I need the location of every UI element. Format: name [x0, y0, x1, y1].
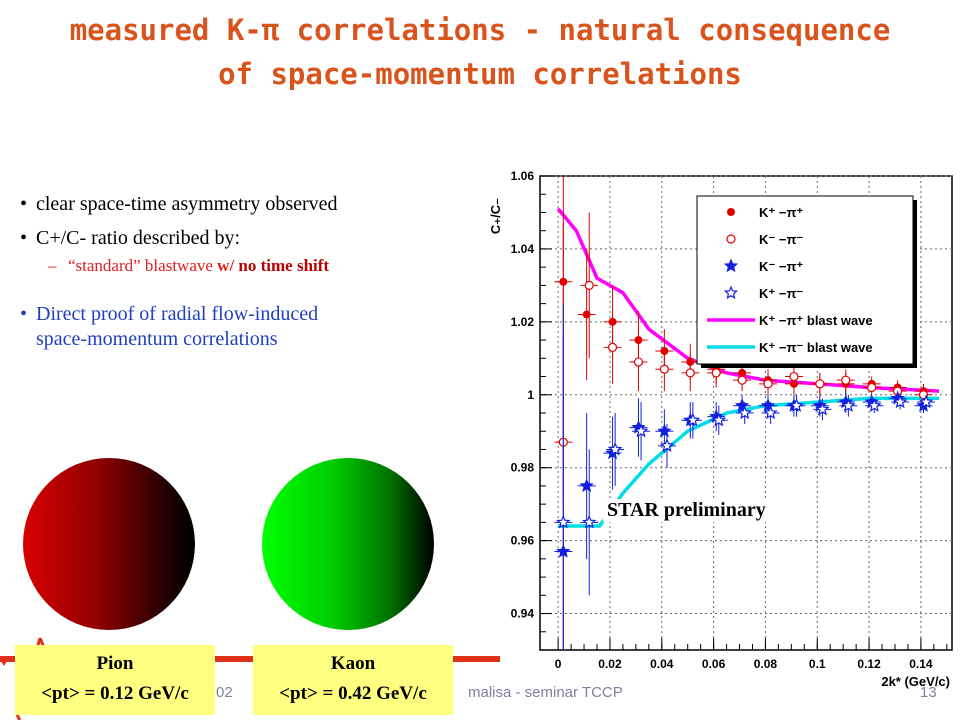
data-point	[841, 375, 851, 385]
kaon-label-box: Kaon <pt> = 0.42 GeV/c	[253, 645, 453, 715]
slide-title: measured K-π correlations - natural cons…	[0, 8, 960, 96]
data-point	[815, 401, 830, 416]
bullet-ratio: C+/C- ratio described by:	[20, 226, 460, 251]
data-point	[711, 368, 721, 378]
legend-swatch	[727, 208, 735, 216]
data-point	[685, 368, 695, 378]
x-tick-label: 0.1	[809, 657, 826, 671]
data-point	[659, 364, 669, 374]
legend-box	[696, 195, 914, 365]
star-preliminary-label: STAR preliminary	[603, 499, 770, 522]
pion-sphere-image	[23, 458, 195, 630]
data-point	[657, 423, 672, 438]
data-point	[711, 412, 726, 427]
data-point	[789, 398, 804, 412]
y-tick-label: 1.04	[511, 242, 535, 256]
y-tick-label: 1	[527, 388, 534, 402]
pion-label-box: Pion <pt> = 0.12 GeV/c	[15, 645, 215, 715]
legend-label: K⁻ −π⁻	[759, 232, 803, 247]
legend-label: K⁺ −π⁻	[759, 286, 803, 301]
pion-label-pt: <pt> = 0.12 GeV/c	[41, 683, 189, 704]
data-point	[685, 412, 701, 427]
legend-swatch	[723, 285, 739, 300]
legend-label: K⁺ −π⁺	[759, 205, 803, 220]
x-tick-label: 0.14	[909, 657, 933, 671]
data-point	[841, 398, 856, 412]
legend-label: K⁺ −π⁺ blast wave	[759, 313, 873, 328]
y-tick-label: 0.98	[511, 461, 535, 475]
pion-label-name: Pion	[96, 653, 134, 674]
kaon-sphere-image	[262, 458, 434, 630]
sub-bullet-prefix: “standard” blastwave	[68, 256, 218, 275]
data-point	[815, 379, 825, 389]
title-line-1: measured K-π correlations - natural cons…	[69, 13, 891, 47]
x-tick-label: 0.12	[857, 657, 881, 671]
data-point	[763, 379, 773, 389]
x-axis-title: 2k* (GeV/c)	[881, 674, 950, 689]
x-tick-label: 0.06	[702, 657, 726, 671]
kaon-label-pt: <pt> = 0.42 GeV/c	[279, 683, 427, 704]
data-point	[607, 441, 623, 456]
y-tick-label: 1.06	[511, 169, 535, 183]
y-axis-title: C₊/C₋	[488, 198, 503, 234]
data-point	[867, 398, 882, 412]
footer-date-fragment: 02	[216, 684, 233, 701]
data-point	[659, 438, 675, 452]
data-point	[581, 514, 597, 529]
sub-bullet-bold-dark: no time shift	[234, 256, 330, 275]
sub-bullet-blastwave: “standard” blastwave w/ no time shift	[20, 256, 460, 276]
footer-page-number: 13	[920, 684, 937, 701]
bullet-list: clear space-time asymmetry observed C+/C…	[20, 192, 460, 361]
y-tick-label: 0.94	[511, 607, 535, 621]
data-point	[789, 371, 799, 382]
y-tick-label: 0.96	[511, 534, 535, 548]
footer-divider-bar	[0, 656, 500, 662]
data-point	[763, 405, 778, 420]
bullet-direct-proof-line-1: Direct proof of radial flow-induced	[36, 303, 319, 325]
series-line-4	[556, 207, 940, 393]
x-tick-label: 0.08	[754, 657, 778, 671]
x-tick-label: 0.02	[598, 657, 622, 671]
bullet-asymmetry: clear space-time asymmetry observed	[20, 192, 460, 217]
data-point	[633, 423, 649, 438]
legend-swatch	[726, 234, 736, 244]
y-tick-label: 1.02	[511, 315, 535, 329]
data-point	[737, 405, 752, 420]
title-line-2: of space-momentum correlations	[218, 57, 742, 91]
sub-bullet-bold-red: w/	[217, 256, 235, 275]
data-point	[867, 382, 877, 393]
ratio-chart: 0.94 0.96 0.98 1 1.02 1.04 1.06 0 0.02 0.04 0.06 0.…	[488, 169, 953, 689]
data-point	[584, 280, 594, 290]
x-tick-label: 0	[555, 657, 562, 671]
data-point	[582, 310, 591, 319]
data-point	[918, 394, 934, 409]
kaon-label-name: Kaon	[330, 653, 376, 674]
legend-label: K⁺ −π⁻ blast wave	[759, 340, 873, 355]
legend-label: K⁻ −π⁺	[759, 259, 803, 274]
legend-swatch	[723, 258, 739, 273]
bullet-direct-proof-line-2: space-momentum correlations	[36, 328, 278, 350]
footer-talk-fragment: malisa - seminar TCCP	[468, 684, 623, 701]
x-tick-label: 0.04	[650, 657, 674, 671]
data-point	[633, 357, 644, 367]
bullet-direct-proof: Direct proof of radial flow-induced spac…	[20, 302, 460, 352]
data-point	[556, 514, 571, 529]
data-point	[737, 375, 747, 385]
data-point	[893, 394, 908, 409]
data-point	[607, 342, 618, 352]
